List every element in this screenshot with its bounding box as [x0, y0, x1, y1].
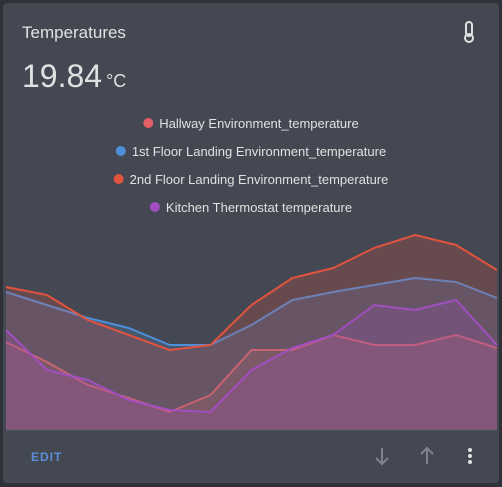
legend-label: 1st Floor Landing Environment_temperatur…	[132, 144, 386, 159]
move-down-button[interactable]	[375, 448, 389, 466]
series-line	[5, 299, 498, 413]
move-up-button[interactable]	[420, 446, 434, 464]
legend-marker	[115, 146, 126, 156]
series-area	[6, 278, 497, 430]
legend-marker	[143, 118, 154, 128]
series-area	[6, 235, 497, 430]
state-value: 19.84	[22, 58, 102, 94]
series-area	[6, 300, 497, 430]
legend-marker	[149, 202, 160, 212]
legend-label: 2nd Floor Landing Environment_temperatur…	[130, 172, 389, 187]
series-line	[5, 277, 498, 346]
series-line	[5, 334, 498, 413]
state-unit: °C	[106, 71, 126, 91]
legend-label: Kitchen Thermostat temperature	[166, 200, 352, 215]
card-background	[3, 3, 499, 483]
legend-label: Hallway Environment_temperature	[159, 116, 358, 131]
series-area	[6, 335, 497, 430]
series-line	[5, 234, 498, 351]
card-title: Temperatures	[22, 23, 126, 42]
edit-button[interactable]: EDIT	[31, 450, 62, 464]
menu-button[interactable]	[468, 448, 472, 464]
thermometer-icon[interactable]	[464, 21, 474, 43]
legend-marker	[113, 174, 124, 184]
